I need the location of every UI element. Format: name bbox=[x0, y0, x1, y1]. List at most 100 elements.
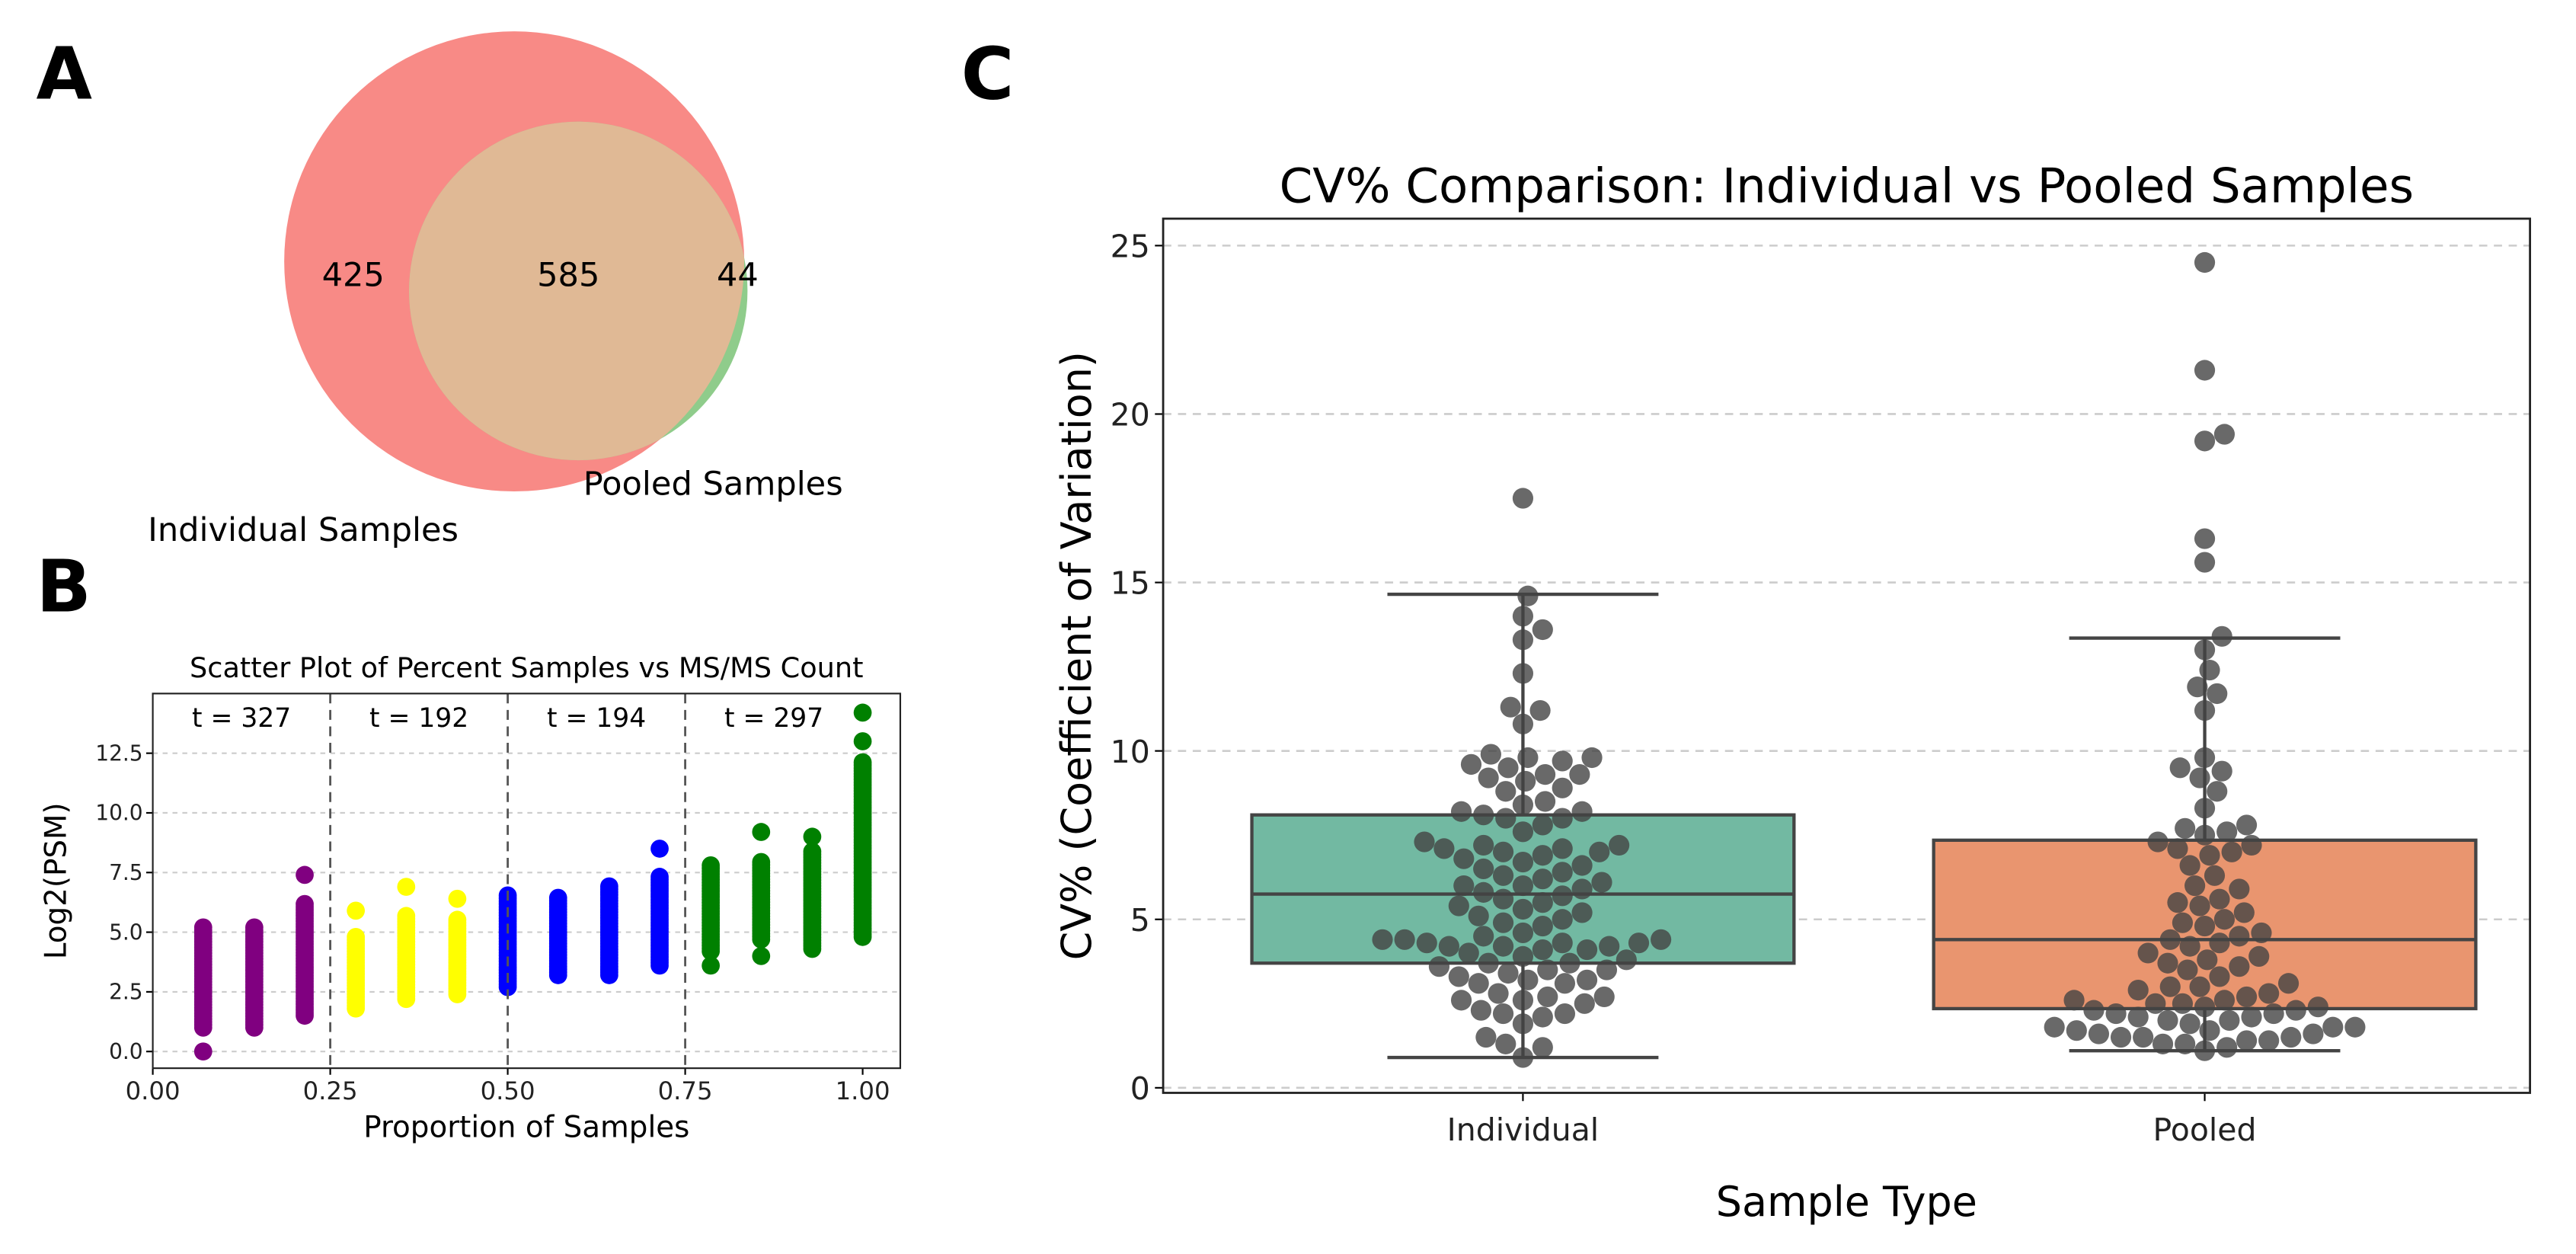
swarm-point bbox=[1512, 606, 1534, 627]
venn-diagram: 425 585 44 Individual Samples Pooled Sam… bbox=[148, 31, 843, 549]
swarm-point bbox=[1515, 770, 1536, 792]
swarm-point bbox=[1468, 973, 1489, 994]
swarm-point bbox=[1552, 838, 1573, 859]
swarm-point bbox=[1517, 747, 1539, 769]
swarm-point bbox=[2216, 821, 2238, 843]
x-tick-label: 0.25 bbox=[303, 1076, 358, 1105]
swarm-point bbox=[2199, 659, 2220, 681]
y-tick-label: 10.0 bbox=[95, 801, 142, 826]
swarm-point bbox=[2110, 1026, 2132, 1048]
plot-frame bbox=[152, 693, 902, 1070]
swarm-point bbox=[1438, 936, 1459, 957]
swarm-point bbox=[1591, 872, 1612, 893]
swarm-point bbox=[1512, 794, 1534, 815]
swarm-point bbox=[1517, 585, 1539, 606]
swarm-point bbox=[1433, 838, 1455, 859]
x-tick-label: Individual bbox=[1447, 1112, 1600, 1148]
y-tick-label: 5.0 bbox=[109, 920, 143, 945]
swarm-point bbox=[2194, 747, 2216, 769]
swarm-point bbox=[2105, 1003, 2127, 1025]
y-tick-label: 0 bbox=[1130, 1070, 1150, 1107]
swarm-point bbox=[1453, 875, 1475, 897]
y-tick-label: 10 bbox=[1111, 734, 1150, 770]
swarm-point bbox=[1512, 922, 1534, 944]
chart-title: Scatter Plot of Percent Samples vs MS/MS… bbox=[190, 651, 864, 684]
panel-label-a: A bbox=[36, 33, 91, 117]
swarm-point bbox=[2167, 892, 2188, 913]
swarm-point bbox=[1500, 696, 1521, 718]
swarm-point bbox=[2241, 834, 2262, 856]
swarm-point bbox=[2258, 1030, 2280, 1051]
swarm-point bbox=[2194, 996, 2216, 1018]
swarm-point bbox=[1495, 808, 1517, 829]
annotation-label: t = 327 bbox=[192, 703, 291, 734]
swarm-point bbox=[2194, 430, 2216, 452]
swarm-point bbox=[1532, 1037, 1553, 1058]
swarm-point bbox=[1495, 1033, 1517, 1054]
data-point bbox=[650, 840, 669, 858]
x-axis-label: Sample Type bbox=[1716, 1178, 1977, 1226]
swarm-point bbox=[1537, 959, 1558, 980]
y-tick-label: 12.5 bbox=[95, 741, 142, 766]
swarm-point bbox=[2189, 767, 2210, 789]
swarm-point bbox=[1473, 858, 1494, 880]
swarm-point bbox=[2213, 990, 2236, 1011]
swarm-point bbox=[1492, 1003, 1514, 1025]
swarm-point bbox=[1512, 898, 1534, 920]
swarm-point bbox=[2172, 993, 2194, 1014]
swarm-point bbox=[2233, 902, 2255, 923]
swarm-point bbox=[2277, 973, 2300, 994]
swarm-point bbox=[2194, 360, 2216, 381]
swarm-point bbox=[1473, 881, 1494, 903]
swarm-point bbox=[1552, 808, 1573, 829]
swarm-point bbox=[1576, 969, 1598, 990]
swarm-point bbox=[1475, 1026, 1497, 1048]
y-tick-label: 20 bbox=[1111, 397, 1150, 433]
swarm-point bbox=[1532, 939, 1553, 961]
swarm-point bbox=[1532, 814, 1553, 836]
swarm-point bbox=[2199, 845, 2220, 866]
swarm-point bbox=[2088, 1023, 2110, 1044]
y-tick-label: 2.5 bbox=[109, 980, 143, 1005]
swarm-point bbox=[2236, 986, 2258, 1008]
swarm-point bbox=[2159, 929, 2181, 950]
swarm-point bbox=[1492, 936, 1514, 957]
swarm-point bbox=[2159, 976, 2181, 997]
swarm-point bbox=[1534, 764, 1556, 785]
swarm-point bbox=[1512, 1013, 1534, 1035]
swarm-point bbox=[2219, 1009, 2240, 1031]
swarm-point bbox=[1512, 629, 1534, 651]
venn-count-pooled-only: 44 bbox=[717, 256, 759, 294]
swarm-point bbox=[2145, 993, 2166, 1014]
swarm-point bbox=[2236, 814, 2258, 836]
swarm-point bbox=[1460, 753, 1482, 775]
swarm-point bbox=[1488, 983, 1509, 1004]
swarm-point bbox=[2280, 1026, 2302, 1048]
swarm-point bbox=[2157, 952, 2178, 974]
swarm-point bbox=[2307, 996, 2328, 1018]
data-point bbox=[853, 703, 872, 722]
swarm-point bbox=[2213, 424, 2236, 445]
swarm-point bbox=[1416, 933, 1437, 954]
swarm-point bbox=[1468, 905, 1489, 926]
swarm-point bbox=[2209, 966, 2230, 987]
data-point bbox=[599, 877, 618, 896]
swarm-point bbox=[2083, 1000, 2105, 1021]
swarm-point bbox=[2229, 926, 2250, 947]
swarm-point bbox=[2248, 945, 2270, 967]
swarm-point bbox=[1552, 777, 1573, 798]
swarm-point bbox=[2344, 1016, 2366, 1038]
x-axis-label: Proportion of Samples bbox=[363, 1111, 689, 1145]
swarm-point bbox=[1478, 952, 1499, 974]
y-tick-label: 25 bbox=[1111, 228, 1150, 264]
swarm-point bbox=[1569, 764, 1590, 785]
swarm-point bbox=[1458, 942, 1479, 964]
swarm-point bbox=[1512, 990, 1534, 1011]
swarm-point bbox=[1532, 869, 1553, 890]
scatter-chart: 0.0 2.5 5.0 7.5 10.0 12.5 0.00 0.25 0.50 0.75 1.00… bbox=[39, 651, 902, 1145]
data-point bbox=[803, 827, 822, 846]
swarm-point bbox=[2285, 1000, 2306, 1021]
swarm-point bbox=[1554, 973, 1576, 994]
swarm-point bbox=[1628, 933, 1650, 954]
